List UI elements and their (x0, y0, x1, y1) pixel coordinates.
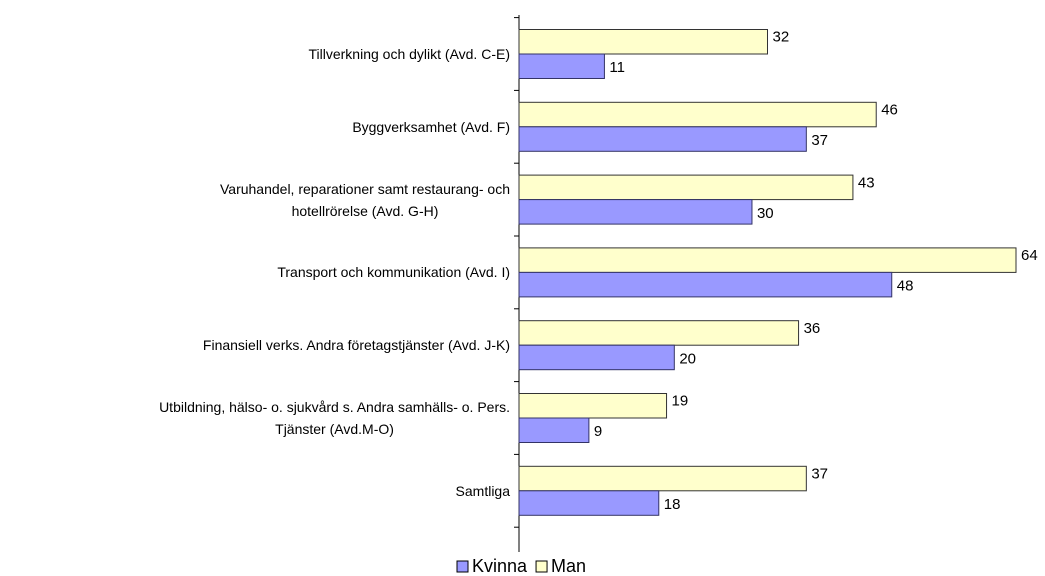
category-label: Varuhandel, reparationer samt restaurang… (219, 180, 510, 219)
value-label: 11 (609, 59, 625, 76)
bar (518, 393, 668, 419)
category-label: Byggverksamhet (Avd. F) (352, 118, 510, 135)
value-label: 19 (672, 393, 689, 410)
bar (518, 417, 590, 443)
legend-swatch (535, 560, 548, 573)
value-label: 37 (811, 132, 828, 149)
bar (518, 53, 605, 79)
value-label: 64 (1021, 247, 1038, 264)
category-label: Tillverkning och dylikt (Avd. C-E) (308, 46, 510, 62)
value-label: 30 (757, 205, 774, 222)
bar (518, 271, 893, 298)
value-label: 32 (773, 29, 790, 46)
bar (518, 101, 877, 128)
category-label: Samtliga (455, 482, 510, 499)
bar (518, 490, 660, 516)
bar (518, 174, 854, 201)
bar (518, 126, 807, 152)
category-label: Finansiell verks. Andra företagstjänster… (202, 337, 510, 354)
bar (518, 320, 800, 346)
value-label: 46 (881, 102, 898, 119)
value-label: 9 (594, 423, 602, 440)
value-label: 36 (804, 320, 821, 337)
legend-swatch (456, 560, 469, 573)
bar (518, 29, 768, 55)
bar (518, 344, 675, 371)
bar (518, 465, 807, 492)
value-label: 20 (679, 350, 696, 367)
bar (518, 199, 753, 225)
value-label: 48 (897, 278, 914, 295)
category-label: Utbildning, hälso- o. sjukvård s. Andra … (159, 399, 510, 437)
value-label: 18 (664, 496, 681, 513)
value-label: 37 (811, 466, 828, 483)
bar (518, 247, 1017, 273)
legend-label: Kvinna (472, 556, 528, 576)
legend-label: Man (551, 556, 586, 576)
value-label: 43 (858, 174, 875, 191)
category-label: Transport och kommunikation (Avd. I) (277, 264, 510, 281)
